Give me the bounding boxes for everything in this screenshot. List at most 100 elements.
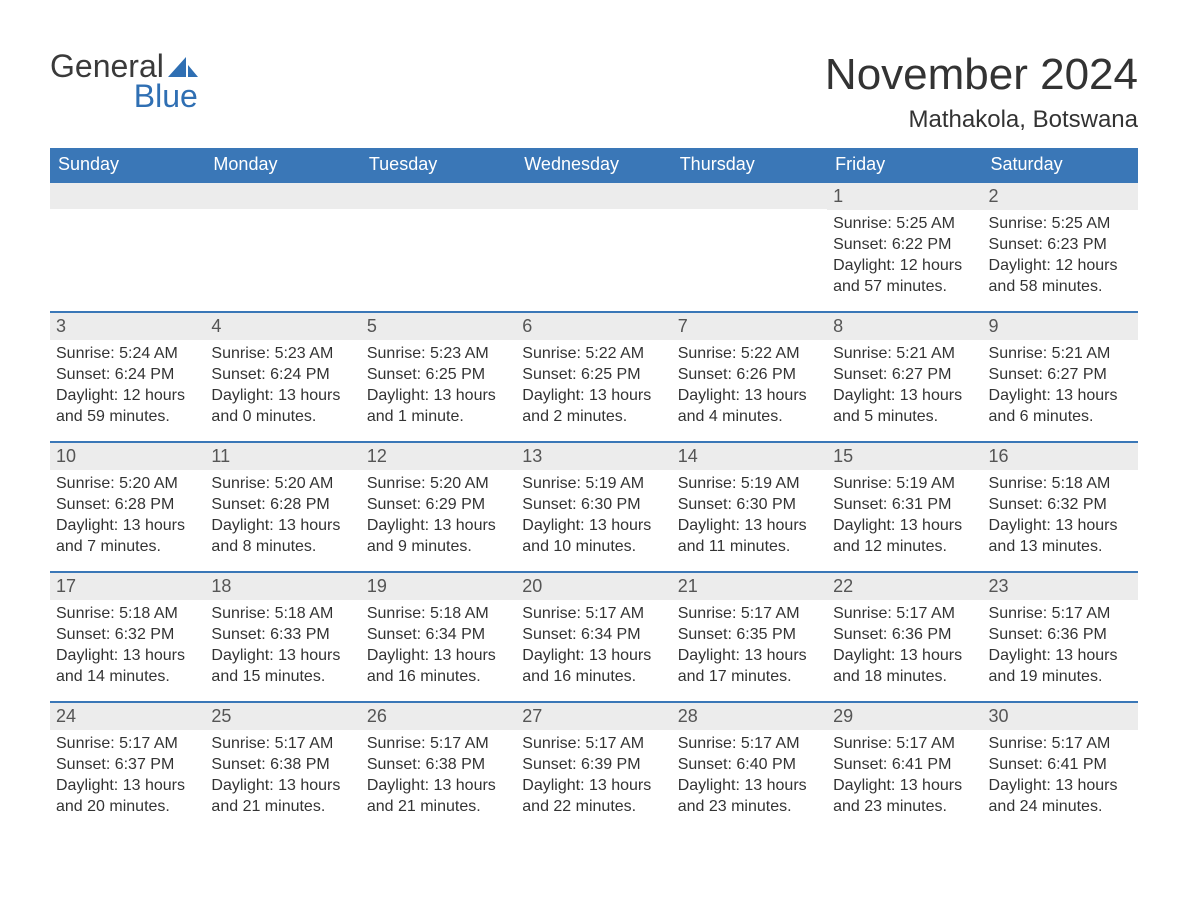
day-body: Sunrise: 5:17 AMSunset: 6:39 PMDaylight:… — [522, 734, 665, 817]
day-daylight2: and 7 minutes. — [56, 537, 199, 558]
day-cell: 10Sunrise: 5:20 AMSunset: 6:28 PMDayligh… — [50, 443, 205, 571]
day-daylight1: Daylight: 13 hours — [211, 516, 354, 537]
day-sunrise: Sunrise: 5:21 AM — [989, 344, 1132, 365]
day-cell: 20Sunrise: 5:17 AMSunset: 6:34 PMDayligh… — [516, 573, 671, 701]
day-cell: 23Sunrise: 5:17 AMSunset: 6:36 PMDayligh… — [983, 573, 1138, 701]
day-sunrise: Sunrise: 5:24 AM — [56, 344, 199, 365]
day-cell: 5 Sunrise: 5:23 AMSunset: 6:25 PMDaylight… — [361, 313, 516, 441]
day-cell: 7 Sunrise: 5:22 AMSunset: 6:26 PMDaylight… — [672, 313, 827, 441]
day-daylight1: Daylight: 13 hours — [56, 776, 199, 797]
day-body: Sunrise: 5:17 AMSunset: 6:40 PMDaylight:… — [678, 734, 821, 817]
day-daylight1: Daylight: 13 hours — [678, 386, 821, 407]
day-sunset: Sunset: 6:24 PM — [56, 365, 199, 386]
day-number: 3 — [50, 313, 205, 340]
weekday-header: Tuesday — [361, 148, 516, 181]
day-daylight1: Daylight: 13 hours — [833, 386, 976, 407]
day-daylight1: Daylight: 13 hours — [833, 776, 976, 797]
day-daylight1: Daylight: 12 hours — [989, 256, 1132, 277]
day-cell: 4Sunrise: 5:23 AMSunset: 6:24 PMDaylight… — [205, 313, 360, 441]
day-number: 10 — [50, 443, 205, 470]
day-sunrise: Sunrise: 5:20 AM — [211, 474, 354, 495]
day-daylight2: and 57 minutes. — [833, 277, 976, 298]
day-cell: 2 Sunrise: 5:25 AMSunset: 6:23 PMDaylight… — [983, 183, 1138, 311]
day-daylight1: Daylight: 13 hours — [56, 646, 199, 667]
location: Mathakola, Botswana — [825, 106, 1138, 134]
day-cell: 17Sunrise: 5:18 AMSunset: 6:32 PMDayligh… — [50, 573, 205, 701]
day-daylight2: and 24 minutes. — [989, 797, 1132, 818]
day-cell: 6 Sunrise: 5:22 AMSunset: 6:25 PMDaylight… — [516, 313, 671, 441]
day-daylight1: Daylight: 13 hours — [367, 776, 510, 797]
weekday-header: Saturday — [983, 148, 1138, 181]
day-sunrise: Sunrise: 5:23 AM — [211, 344, 354, 365]
day-body: Sunrise: 5:24 AMSunset: 6:24 PMDaylight:… — [56, 344, 199, 427]
weekday-header: Friday — [827, 148, 982, 181]
day-sunset: Sunset: 6:30 PM — [522, 495, 665, 516]
day-daylight1: Daylight: 13 hours — [211, 776, 354, 797]
day-daylight2: and 10 minutes. — [522, 537, 665, 558]
day-sunset: Sunset: 6:34 PM — [367, 625, 510, 646]
day-daylight2: and 23 minutes. — [678, 797, 821, 818]
day-number: 1 — [827, 183, 982, 210]
day-sunset: Sunset: 6:26 PM — [678, 365, 821, 386]
day-body: Sunrise: 5:17 AMSunset: 6:35 PMDaylight:… — [678, 604, 821, 687]
day-daylight2: and 11 minutes. — [678, 537, 821, 558]
day-sunrise: Sunrise: 5:25 AM — [989, 214, 1132, 235]
day-body: Sunrise: 5:25 AMSunset: 6:23 PMDaylight:… — [989, 214, 1132, 297]
day-body: Sunrise: 5:17 AMSunset: 6:38 PMDaylight:… — [211, 734, 354, 817]
day-number: 5 — [361, 313, 516, 340]
day-daylight1: Daylight: 13 hours — [367, 646, 510, 667]
day-sunset: Sunset: 6:28 PM — [211, 495, 354, 516]
day-body: Sunrise: 5:17 AMSunset: 6:41 PMDaylight:… — [833, 734, 976, 817]
day-sunrise: Sunrise: 5:17 AM — [56, 734, 199, 755]
day-daylight1: Daylight: 13 hours — [989, 386, 1132, 407]
day-sunrise: Sunrise: 5:21 AM — [833, 344, 976, 365]
day-body: Sunrise: 5:18 AMSunset: 6:33 PMDaylight:… — [211, 604, 354, 687]
day-number: 4 — [205, 313, 360, 340]
day-daylight1: Daylight: 13 hours — [367, 386, 510, 407]
week-row: 17Sunrise: 5:18 AMSunset: 6:32 PMDayligh… — [50, 571, 1138, 701]
day-body: Sunrise: 5:22 AMSunset: 6:26 PMDaylight:… — [678, 344, 821, 427]
day-number: 29 — [827, 703, 982, 730]
day-body: Sunrise: 5:19 AMSunset: 6:31 PMDaylight:… — [833, 474, 976, 557]
day-daylight2: and 5 minutes. — [833, 407, 976, 428]
day-sunrise: Sunrise: 5:17 AM — [678, 604, 821, 625]
day-number: 7 — [672, 313, 827, 340]
day-number: 6 — [516, 313, 671, 340]
day-sunrise: Sunrise: 5:17 AM — [367, 734, 510, 755]
day-body: Sunrise: 5:22 AMSunset: 6:25 PMDaylight:… — [522, 344, 665, 427]
day-number: 23 — [983, 573, 1138, 600]
day-body: Sunrise: 5:19 AMSunset: 6:30 PMDaylight:… — [678, 474, 821, 557]
day-cell: 21Sunrise: 5:17 AMSunset: 6:35 PMDayligh… — [672, 573, 827, 701]
day-body: Sunrise: 5:19 AMSunset: 6:30 PMDaylight:… — [522, 474, 665, 557]
day-daylight2: and 0 minutes. — [211, 407, 354, 428]
day-daylight2: and 12 minutes. — [833, 537, 976, 558]
day-cell: 26Sunrise: 5:17 AMSunset: 6:38 PMDayligh… — [361, 703, 516, 831]
day-daylight1: Daylight: 13 hours — [833, 516, 976, 537]
week-row: 3Sunrise: 5:24 AMSunset: 6:24 PMDaylight… — [50, 311, 1138, 441]
day-sunrise: Sunrise: 5:17 AM — [522, 734, 665, 755]
day-body: Sunrise: 5:23 AMSunset: 6:25 PMDaylight:… — [367, 344, 510, 427]
day-sunset: Sunset: 6:28 PM — [56, 495, 199, 516]
day-body: Sunrise: 5:21 AMSunset: 6:27 PMDaylight:… — [989, 344, 1132, 427]
day-body: Sunrise: 5:20 AMSunset: 6:29 PMDaylight:… — [367, 474, 510, 557]
weekday-header: Sunday — [50, 148, 205, 181]
day-sunrise: Sunrise: 5:17 AM — [833, 734, 976, 755]
day-daylight1: Daylight: 12 hours — [56, 386, 199, 407]
day-daylight2: and 17 minutes. — [678, 667, 821, 688]
day-daylight2: and 58 minutes. — [989, 277, 1132, 298]
day-daylight1: Daylight: 13 hours — [211, 646, 354, 667]
day-sunset: Sunset: 6:36 PM — [833, 625, 976, 646]
day-number: 13 — [516, 443, 671, 470]
day-daylight2: and 16 minutes. — [367, 667, 510, 688]
day-cell — [50, 183, 205, 311]
day-sunset: Sunset: 6:36 PM — [989, 625, 1132, 646]
day-sunrise: Sunrise: 5:23 AM — [367, 344, 510, 365]
day-cell: 24Sunrise: 5:17 AMSunset: 6:37 PMDayligh… — [50, 703, 205, 831]
day-cell — [672, 183, 827, 311]
day-number: 27 — [516, 703, 671, 730]
day-number: 9 — [983, 313, 1138, 340]
day-daylight2: and 16 minutes. — [522, 667, 665, 688]
day-number: 26 — [361, 703, 516, 730]
day-number: 2 — [983, 183, 1138, 210]
day-cell: 25Sunrise: 5:17 AMSunset: 6:38 PMDayligh… — [205, 703, 360, 831]
